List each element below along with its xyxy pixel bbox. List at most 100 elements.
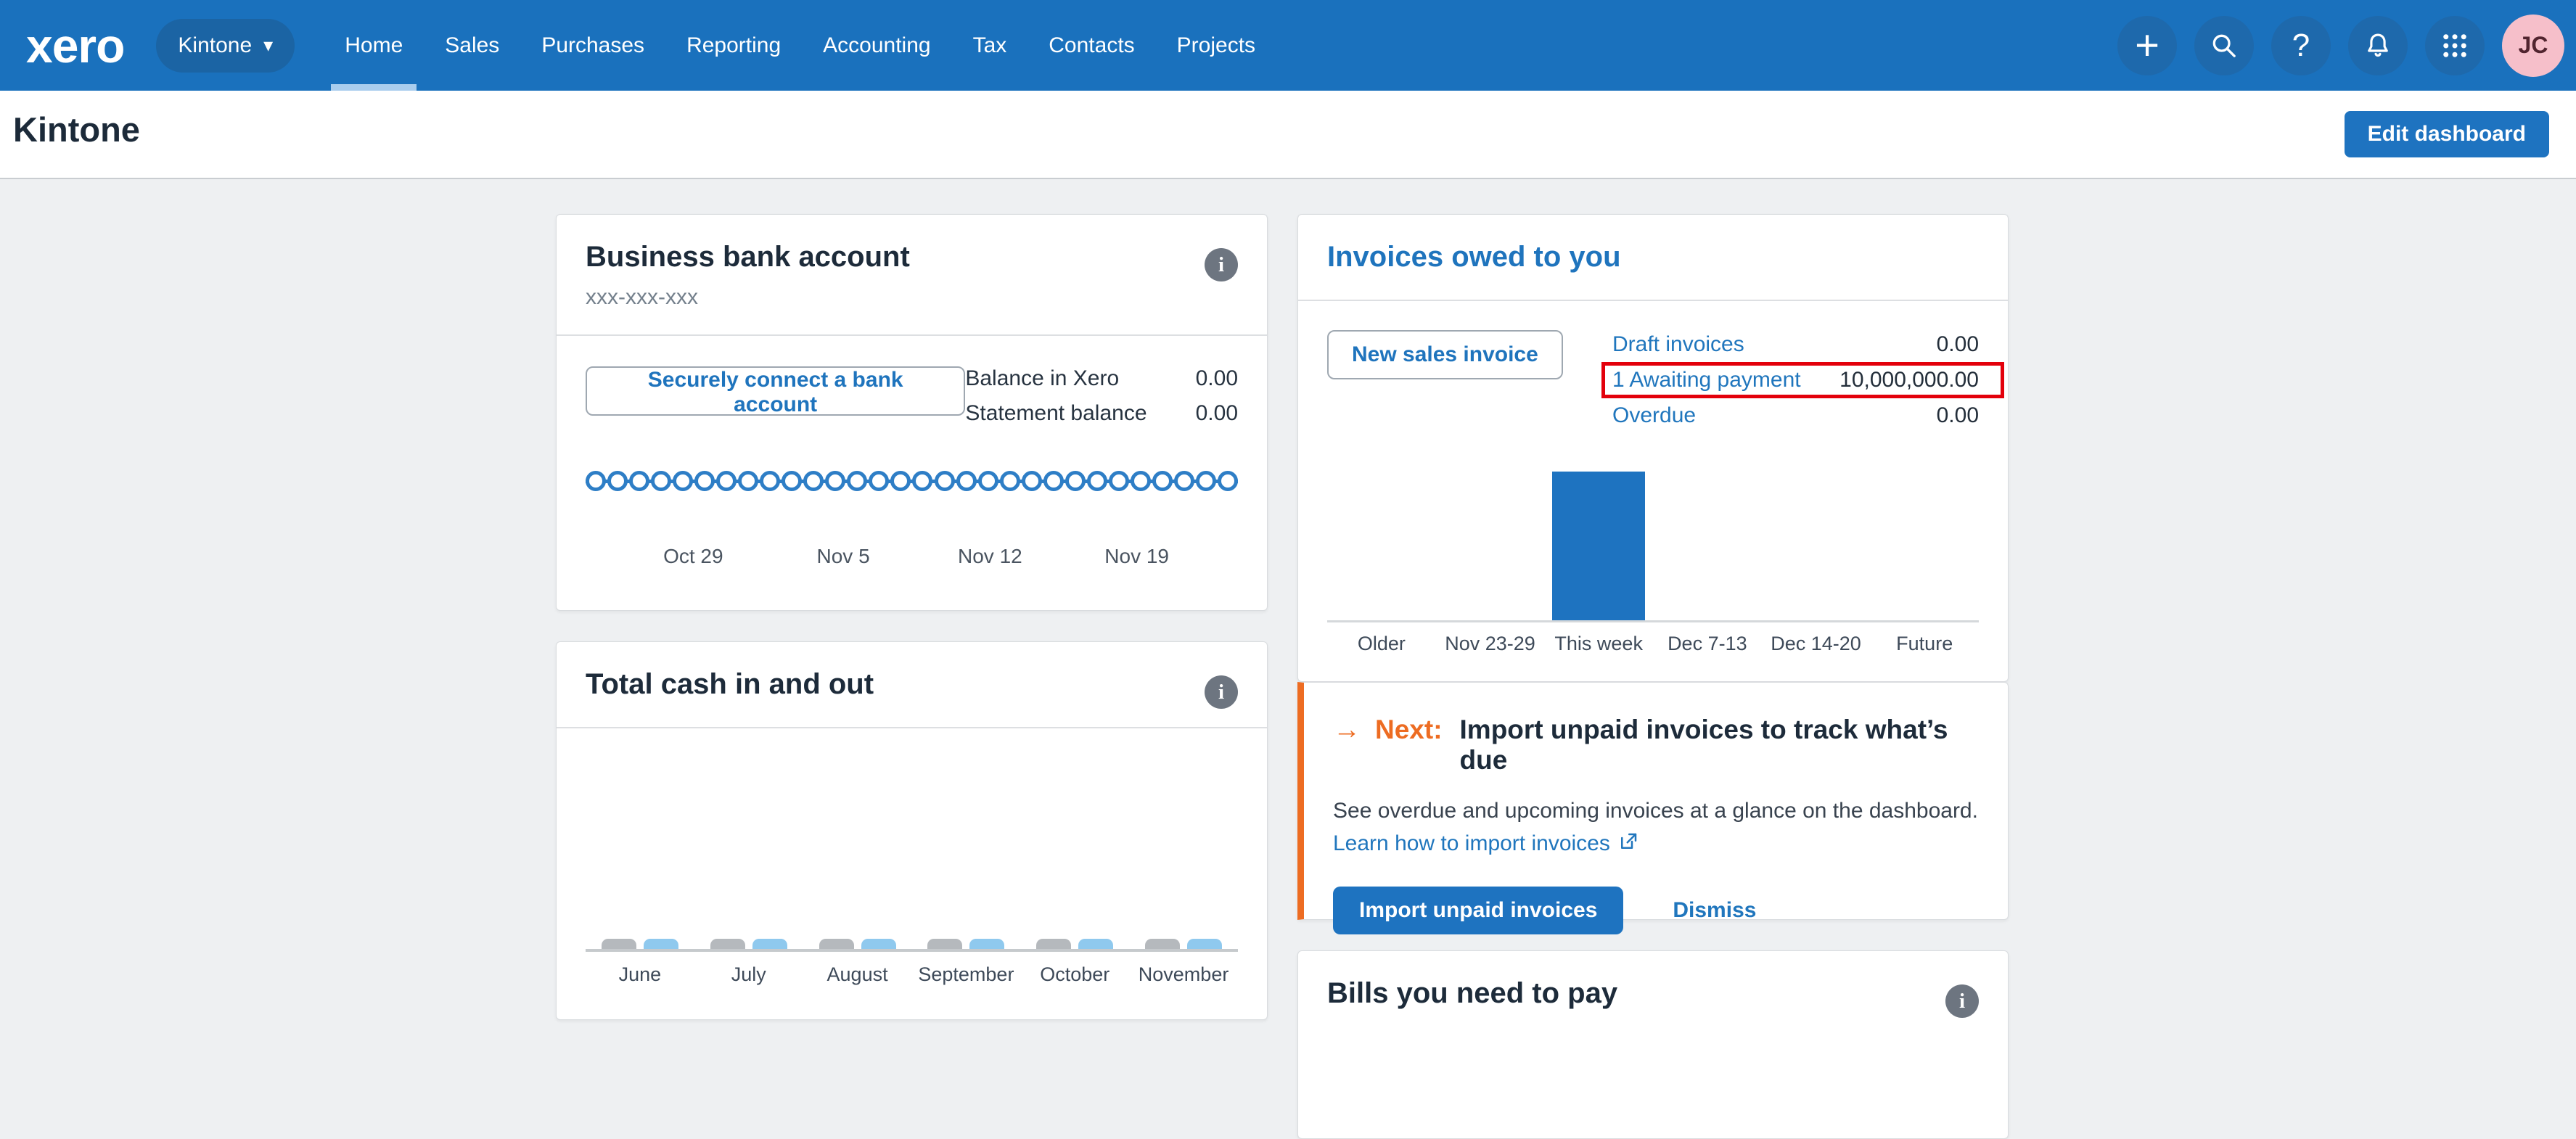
bell-icon xyxy=(2368,33,2388,57)
org-name: Kintone xyxy=(178,33,253,57)
nav-items: Home Sales Purchases Reporting Accounting Tax… xyxy=(324,0,1276,91)
search-icon xyxy=(2212,34,2236,57)
chevron-down-icon: ▾ xyxy=(263,34,274,56)
invoices-chart-plot xyxy=(1327,452,1979,622)
balance-table: Balance in Xero 0.00 Statement balance 0.00 xyxy=(965,366,1238,426)
cash-in-bar xyxy=(927,939,963,949)
info-icon[interactable]: i xyxy=(1205,248,1238,281)
cash-chart-group xyxy=(911,939,1020,949)
spark-point xyxy=(803,471,824,491)
spark-point xyxy=(1173,471,1194,491)
nav-item-tax[interactable]: Tax xyxy=(972,33,1007,57)
balance-row: Balance in Xero 0.00 xyxy=(965,366,1238,391)
avatar[interactable]: JC xyxy=(2502,14,2564,77)
cash-in-bar xyxy=(1036,939,1072,949)
cash-chart-category: September xyxy=(918,963,1014,985)
info-icon[interactable]: i xyxy=(1205,675,1238,709)
spark-point xyxy=(694,471,715,491)
sparkline-line xyxy=(586,480,1238,483)
spark-point xyxy=(1021,471,1042,491)
nav-item-reporting[interactable]: Reporting xyxy=(686,33,782,57)
plus-icon: + xyxy=(2135,22,2159,69)
invoices-chart-categories: Older Nov 23-29 This week Dec 7-13 Dec 14-20… xyxy=(1327,633,1979,655)
invoice-row-label[interactable]: 1 Awaiting payment xyxy=(1612,368,1801,392)
org-switcher[interactable]: Kintone ▾ xyxy=(156,18,295,73)
next-step-callout: → Next: Import unpaid invoices to track … xyxy=(1297,682,2009,934)
spark-x-label: Nov 19 xyxy=(1104,545,1169,567)
spark-point xyxy=(651,471,672,491)
balance-label: Balance in Xero xyxy=(965,366,1120,390)
learn-import-invoices-link[interactable]: Learn how to import invoices xyxy=(1333,831,1639,855)
cash-chart-category: November xyxy=(1138,963,1229,985)
nav-item-home[interactable]: Home xyxy=(324,0,424,91)
cash-in-out-chart: June July August September October November xyxy=(586,762,1238,986)
page-header: Kintone Edit dashboard xyxy=(0,91,2576,179)
next-label: Next: xyxy=(1375,715,1443,744)
cash-panel-head: Total cash in and out i xyxy=(557,642,1267,709)
bank-panel-body: Securely connect a bank account Balance … xyxy=(557,336,1267,426)
cash-chart-group xyxy=(803,939,912,949)
cash-chart-categories: June July August September October November xyxy=(586,963,1238,986)
invoice-row-label[interactable]: Draft invoices xyxy=(1612,332,1744,356)
bank-account-number: xxx-xxx-xxx xyxy=(586,285,698,309)
nav-item-contacts[interactable]: Contacts xyxy=(1049,33,1135,57)
dismiss-button[interactable]: Dismiss xyxy=(1668,897,1760,924)
next-step-actions: Import unpaid invoices Dismiss xyxy=(1333,887,1979,934)
nav-item-sales[interactable]: Sales xyxy=(445,33,500,57)
cash-panel-title: Total cash in and out xyxy=(586,668,874,700)
add-button[interactable]: + xyxy=(2117,15,2177,75)
invoice-row-label[interactable]: Overdue xyxy=(1612,403,1697,427)
nav-item-accounting[interactable]: Accounting xyxy=(823,33,931,57)
spark-point xyxy=(890,471,911,491)
invoice-row-value: 0.00 xyxy=(1936,403,1979,427)
invoices-panel-head: Invoices owed to you xyxy=(1298,215,2008,274)
external-link-icon xyxy=(1617,829,1639,862)
apps-button[interactable] xyxy=(2425,15,2485,75)
nav-item-purchases[interactable]: Purchases xyxy=(541,33,645,57)
cash-chart-category: June xyxy=(618,963,662,985)
bank-balance-sparkline: Oct 29 Nov 5 Nov 12 Nov 19 xyxy=(586,471,1238,580)
spark-point xyxy=(1130,471,1151,491)
bills-panel-head: Bills you need to pay i xyxy=(1298,951,2008,1018)
invoice-summary-rows: Draft invoices 0.00 1 Awaiting payment 10,0… xyxy=(1601,330,2004,430)
connect-bank-account-button[interactable]: Securely connect a bank account xyxy=(586,366,966,416)
cash-out-bar xyxy=(752,939,787,949)
invoice-row-value: 10,000,000.00 xyxy=(1839,368,1979,392)
balance-label: Statement balance xyxy=(965,401,1147,425)
spark-point xyxy=(912,471,933,491)
notifications-button[interactable] xyxy=(2348,15,2408,75)
spark-point xyxy=(586,471,606,491)
invoices-chart-bar xyxy=(1552,472,1646,620)
spark-x-label: Nov 12 xyxy=(958,545,1022,567)
invoice-row: Draft invoices 0.00 xyxy=(1605,330,2001,359)
spark-point xyxy=(1108,471,1129,491)
bills-to-pay-panel: Bills you need to pay i xyxy=(1297,950,2009,1139)
total-cash-panel: Total cash in and out i June July August Se… xyxy=(556,641,1268,1020)
sparkline-x-labels: Oct 29 Nov 5 Nov 12 Nov 19 xyxy=(586,545,1238,571)
spark-point xyxy=(607,471,628,491)
arrow-right-icon: → xyxy=(1333,715,1361,745)
cash-chart-group xyxy=(694,939,803,949)
balance-value: 0.00 xyxy=(1195,366,1238,390)
cash-out-bar xyxy=(969,939,1005,949)
info-icon[interactable]: i xyxy=(1945,984,1979,1018)
xero-logo[interactable]: xero xyxy=(26,18,125,73)
cash-chart-group xyxy=(1020,939,1129,949)
search-button[interactable] xyxy=(2194,15,2254,75)
import-unpaid-invoices-button[interactable]: Import unpaid invoices xyxy=(1333,887,1624,934)
help-button[interactable]: ? xyxy=(2271,15,2331,75)
spark-point xyxy=(847,471,868,491)
spark-x-label: Oct 29 xyxy=(663,545,723,567)
edit-dashboard-button[interactable]: Edit dashboard xyxy=(2344,111,2549,157)
spark-point xyxy=(934,471,955,491)
question-mark-icon: ? xyxy=(2292,27,2310,63)
new-sales-invoice-button[interactable]: New sales invoice xyxy=(1327,330,1563,379)
cash-out-bar xyxy=(861,939,896,949)
nav-item-projects[interactable]: Projects xyxy=(1176,33,1256,57)
spark-point xyxy=(716,471,737,491)
cash-out-bar xyxy=(643,939,678,949)
invoices-panel-title[interactable]: Invoices owed to you xyxy=(1327,241,1621,273)
cash-chart-category: October xyxy=(1040,963,1110,985)
page-title: Kintone xyxy=(13,110,140,149)
bills-panel-title: Bills you need to pay xyxy=(1327,977,1618,1009)
